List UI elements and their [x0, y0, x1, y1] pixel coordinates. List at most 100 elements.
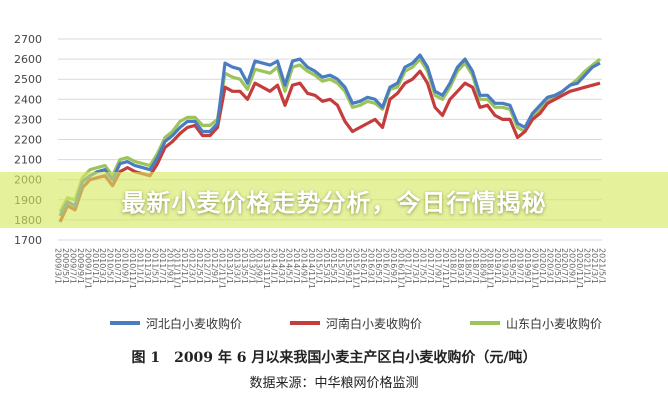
x-tick-label: 2016/11/1 — [396, 248, 405, 289]
x-tick-label: 2019/5/1 — [508, 248, 517, 284]
x-tick-label: 2009/11/1 — [83, 248, 92, 289]
legend-swatch-hebei — [109, 321, 140, 325]
x-tick-label: 2013/1/1 — [225, 248, 234, 284]
chart-legend: 河北白小麦收购价 河南白小麦收购价 山东白小麦收购价 — [86, 314, 626, 332]
x-tick-label: 2018/7/1 — [471, 248, 480, 284]
figure-caption-text: 2009 年 6 月以来我国小麦主产区白小麦收购价（元/吨） — [174, 350, 537, 366]
x-tick-label: 2019/11/1 — [530, 248, 539, 289]
x-tick-label: 2015/1/1 — [314, 248, 323, 284]
x-tick-label: 2012/9/1 — [210, 248, 219, 284]
x-tick-label: 2020/5/1 — [553, 248, 562, 284]
x-tick-label: 2013/3/1 — [232, 248, 241, 284]
x-tick-label: 2016/5/1 — [374, 248, 383, 284]
x-tick-label: 2011/3/1 — [143, 248, 152, 284]
x-tick-label: 2018/3/1 — [456, 248, 465, 284]
x-tick-label: 2014/3/1 — [277, 248, 286, 284]
x-tick-label: 2012/3/1 — [188, 248, 197, 284]
x-tick-label: 2017/5/1 — [419, 248, 428, 284]
x-tick-label: 2017/11/1 — [441, 248, 450, 289]
x-tick-label: 2017/3/1 — [411, 248, 420, 284]
y-tick-label: 2500 — [14, 73, 42, 86]
x-tick-label: 2019/3/1 — [501, 248, 510, 284]
x-tick-label: 2010/1/1 — [91, 248, 100, 284]
x-tick-label: 2011/7/1 — [158, 248, 167, 284]
series-0 — [58, 53, 601, 217]
x-tick-label: 2015/5/1 — [329, 248, 338, 284]
x-tick-label: 2019/9/1 — [523, 248, 532, 284]
x-tick-label: 2011/5/1 — [150, 248, 159, 284]
x-tick-label: 2013/11/1 — [262, 248, 271, 289]
x-tick-label: 2018/5/1 — [463, 248, 472, 284]
y-tick-label: 2600 — [14, 53, 42, 66]
x-tick-label: 2011/9/1 — [165, 248, 174, 284]
x-tick-label: 2018/9/1 — [478, 248, 487, 284]
banner-title: 最新小麦价格走势分析，今日行情揭秘 — [121, 188, 547, 217]
x-tick-label: 2014/5/1 — [285, 248, 294, 284]
x-tick-label: 2009/7/1 — [68, 248, 77, 284]
legend-swatch-shandong — [469, 321, 500, 325]
y-tick-label: 2700 — [14, 33, 42, 46]
x-tick-label: 2015/3/1 — [322, 248, 331, 284]
x-tick-label: 2018/11/1 — [486, 248, 495, 289]
x-tick-label: 2016/9/1 — [389, 248, 398, 284]
x-tick-label: 2014/7/1 — [292, 248, 301, 284]
x-tick-label: 2013/7/1 — [247, 248, 256, 284]
x-tick-label: 2011/11/1 — [173, 248, 182, 289]
x-tick-label: 2021/5/1 — [598, 248, 607, 284]
x-tick-label: 2013/5/1 — [240, 248, 249, 284]
x-tick-label: 2019/7/1 — [516, 248, 525, 284]
x-tick-label: 2020/9/1 — [568, 248, 577, 284]
data-source: 数据来源：中华粮网价格监测 — [249, 376, 419, 391]
x-tick-label: 2014/1/1 — [270, 248, 279, 284]
x-tick-label: 2019/1/1 — [493, 248, 502, 284]
x-tick-label: 2009/3/1 — [54, 248, 63, 284]
x-tick-label: 2012/1/1 — [180, 248, 189, 284]
x-tick-label: 2021/3/1 — [590, 248, 599, 284]
x-tick-label: 2009/9/1 — [76, 248, 85, 284]
x-tick-label: 2012/5/1 — [195, 248, 204, 284]
x-tick-label: 2015/9/1 — [344, 248, 353, 284]
x-tick-label: 2012/11/1 — [217, 248, 226, 289]
y-tick-label: 1700 — [14, 234, 42, 247]
x-tick-label: 2016/1/1 — [359, 248, 368, 284]
figure-number: 图 1 — [131, 350, 161, 366]
x-tick-label: 2020/7/1 — [560, 248, 569, 284]
x-tick-label: 2017/1/1 — [404, 248, 413, 284]
x-tick-label: 2015/11/1 — [352, 248, 361, 289]
x-tick-label: 2010/11/1 — [128, 248, 137, 289]
x-tick-label: 2010/3/1 — [98, 248, 107, 284]
figure-caption: 图 1 2009 年 6 月以来我国小麦主产区白小麦收购价（元/吨） — [0, 347, 668, 367]
y-tick-label: 2100 — [14, 154, 42, 167]
title-banner: 最新小麦价格走势分析，今日行情揭秘 — [0, 172, 668, 228]
legend-label-henan: 河南白小麦收购价 — [325, 316, 422, 331]
x-tick-label: 2016/3/1 — [366, 248, 375, 284]
x-tick-label: 2013/9/1 — [255, 248, 264, 284]
x-tick-label: 2009/5/1 — [61, 248, 70, 284]
x-tick-label: 2020/3/1 — [545, 248, 554, 284]
x-tick-label: 2016/7/1 — [381, 248, 390, 284]
x-tick-label: 2011/1/1 — [135, 248, 144, 284]
x-axis-ticks: 2009/3/12009/5/12009/7/12009/9/12009/11/… — [54, 248, 607, 289]
x-tick-label: 2020/11/1 — [575, 248, 584, 289]
legend-swatch-henan — [289, 321, 320, 325]
x-tick-label: 2017/7/1 — [426, 248, 435, 284]
x-tick-label: 2018/1/1 — [448, 248, 457, 284]
x-tick-label: 2010/7/1 — [113, 248, 122, 284]
x-tick-label: 2020/1/1 — [538, 248, 547, 284]
legend-label-shandong: 山东白小麦收购价 — [505, 316, 602, 331]
series-line — [58, 53, 601, 217]
x-tick-label: 2014/11/1 — [307, 248, 316, 289]
y-tick-label: 2200 — [14, 134, 42, 147]
x-tick-label: 2012/7/1 — [203, 248, 212, 284]
x-tick-label: 2017/9/1 — [434, 248, 443, 284]
x-tick-label: 2010/9/1 — [121, 248, 130, 284]
x-tick-label: 2010/5/1 — [106, 248, 115, 284]
x-tick-label: 2014/9/1 — [299, 248, 308, 284]
x-tick-label: 2015/7/1 — [337, 248, 346, 284]
y-tick-label: 2300 — [14, 113, 42, 126]
legend-item-hebei: 河北白小麦收购价 — [109, 315, 242, 332]
legend-item-henan: 河南白小麦收购价 — [289, 315, 422, 332]
legend-item-shandong: 山东白小麦收购价 — [469, 315, 602, 332]
x-tick-label: 2021/1/1 — [583, 248, 592, 284]
y-tick-label: 2400 — [14, 93, 42, 106]
